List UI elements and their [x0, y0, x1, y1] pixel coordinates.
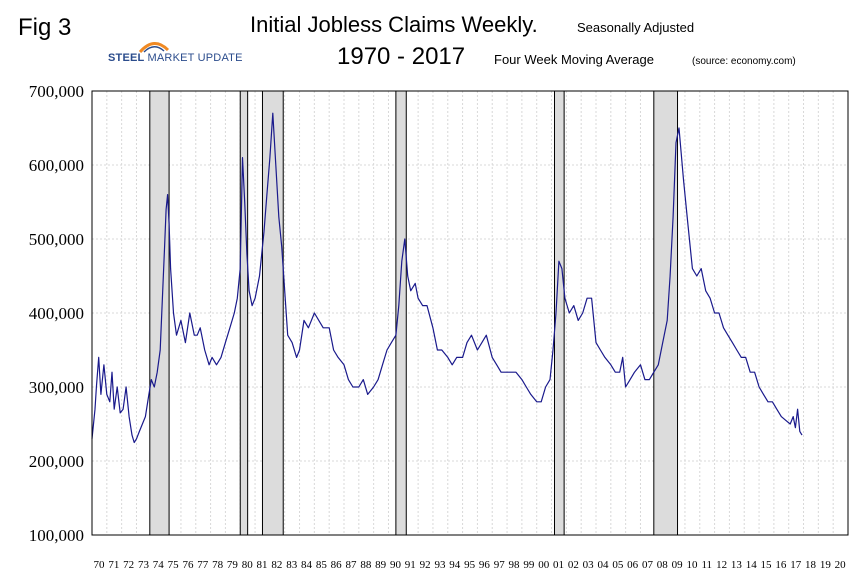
x-tick-label: 77: [197, 559, 209, 571]
x-tick-label: 76: [182, 559, 194, 571]
x-tick-label: 87: [346, 559, 358, 571]
x-tick-label: 70: [94, 559, 106, 571]
x-tick-label: 80: [242, 559, 254, 571]
title-note: Seasonally Adjusted: [577, 20, 695, 35]
steel-market-update-logo: STEEL MARKET UPDATE: [108, 40, 268, 72]
x-tick-label: 83: [286, 559, 298, 571]
x-tick-label: 20: [835, 559, 847, 571]
x-tick-label: 02: [568, 559, 579, 571]
x-tick-label: 79: [227, 559, 239, 571]
x-tick-label: 03: [583, 559, 595, 571]
x-tick-label: 12: [716, 559, 727, 571]
series-line-layer: [91, 112, 803, 444]
chart-title: Initial Jobless Claims Weekly.: [250, 12, 538, 37]
recession-band: [239, 90, 249, 536]
y-tick-label: 200,000: [29, 452, 84, 471]
x-tick-label: 07: [642, 559, 654, 571]
recession-band: [149, 90, 170, 536]
x-tick-label: 92: [420, 559, 431, 571]
x-tick-label: 82: [271, 559, 282, 571]
grid: [91, 90, 848, 536]
x-tick-label: 93: [434, 559, 446, 571]
year-range: 1970 - 2017: [337, 43, 466, 70]
x-tick-label: 91: [405, 559, 416, 571]
y-tick-label: 700,000: [29, 82, 84, 101]
recession-band: [653, 90, 679, 536]
x-tick-label: 86: [331, 559, 343, 571]
x-tick-label: 72: [123, 559, 134, 571]
y-tick-label: 500,000: [29, 230, 84, 249]
x-tick-label: 71: [108, 559, 119, 571]
x-tick-label: 11: [701, 559, 712, 571]
recession-bands: [149, 90, 679, 536]
x-tick-label: 04: [598, 559, 610, 571]
recession-band: [261, 90, 284, 536]
logo-text-bold: STEEL: [108, 52, 145, 64]
x-tick-label: 75: [168, 559, 180, 571]
x-tick-label: 19: [820, 559, 832, 571]
x-tick-label: 16: [775, 559, 787, 571]
recession-band: [395, 90, 407, 536]
y-tick-label: 400,000: [29, 304, 84, 323]
x-tick-label: 06: [627, 559, 639, 571]
logo-text-rest: MARKET UPDATE: [147, 52, 243, 64]
x-tick-label: 09: [672, 559, 684, 571]
x-tick-label: 73: [138, 559, 150, 571]
x-tick-label: 96: [479, 559, 491, 571]
y-tick-label: 600,000: [29, 156, 84, 175]
y-axis: 100,000 200,000 300,000 400,000 500,000 600,0…: [29, 82, 84, 545]
source-note: (source: economy.com): [692, 56, 796, 67]
x-tick-label: 99: [523, 559, 535, 571]
x-tick-label: 89: [375, 559, 387, 571]
logo-swoosh-icon: [138, 42, 170, 54]
x-tick-label: 15: [761, 559, 773, 571]
x-tick-label: 10: [686, 559, 698, 571]
x-tick-label: 95: [464, 559, 476, 571]
figure-label: Fig 3: [18, 14, 72, 41]
chart-subtitle: Four Week Moving Average: [494, 52, 654, 67]
x-tick-label: 14: [746, 559, 758, 571]
x-tick-label: 98: [509, 559, 521, 571]
x-tick-label: 13: [731, 559, 743, 571]
x-tick-label: 94: [449, 559, 461, 571]
x-tick-label: 74: [153, 559, 165, 571]
plot-frame: [91, 90, 849, 536]
x-tick-label: 08: [657, 559, 669, 571]
x-tick-label: 85: [316, 559, 328, 571]
x-tick-label: 84: [301, 559, 313, 571]
x-tick-label: 17: [790, 559, 802, 571]
x-tick-label: 05: [612, 559, 624, 571]
x-tick-label: 78: [212, 559, 224, 571]
y-tick-label: 300,000: [29, 378, 84, 397]
series-line-jobless-claims: [91, 112, 803, 444]
x-axis: 70 71 72 73 74 75 76 77 78 79 80 81 82 83 84 85 86 87 88 89…: [94, 559, 847, 571]
x-tick-label: 18: [805, 559, 817, 571]
y-tick-label: 100,000: [29, 526, 84, 545]
x-tick-label: 81: [257, 559, 268, 571]
x-tick-label: 88: [360, 559, 372, 571]
logo-text: STEEL MARKET UPDATE: [108, 52, 243, 64]
x-tick-label: 97: [494, 559, 506, 571]
x-tick-label: 90: [390, 559, 402, 571]
x-tick-label: 00: [538, 559, 550, 571]
x-tick-label: 01: [553, 559, 564, 571]
